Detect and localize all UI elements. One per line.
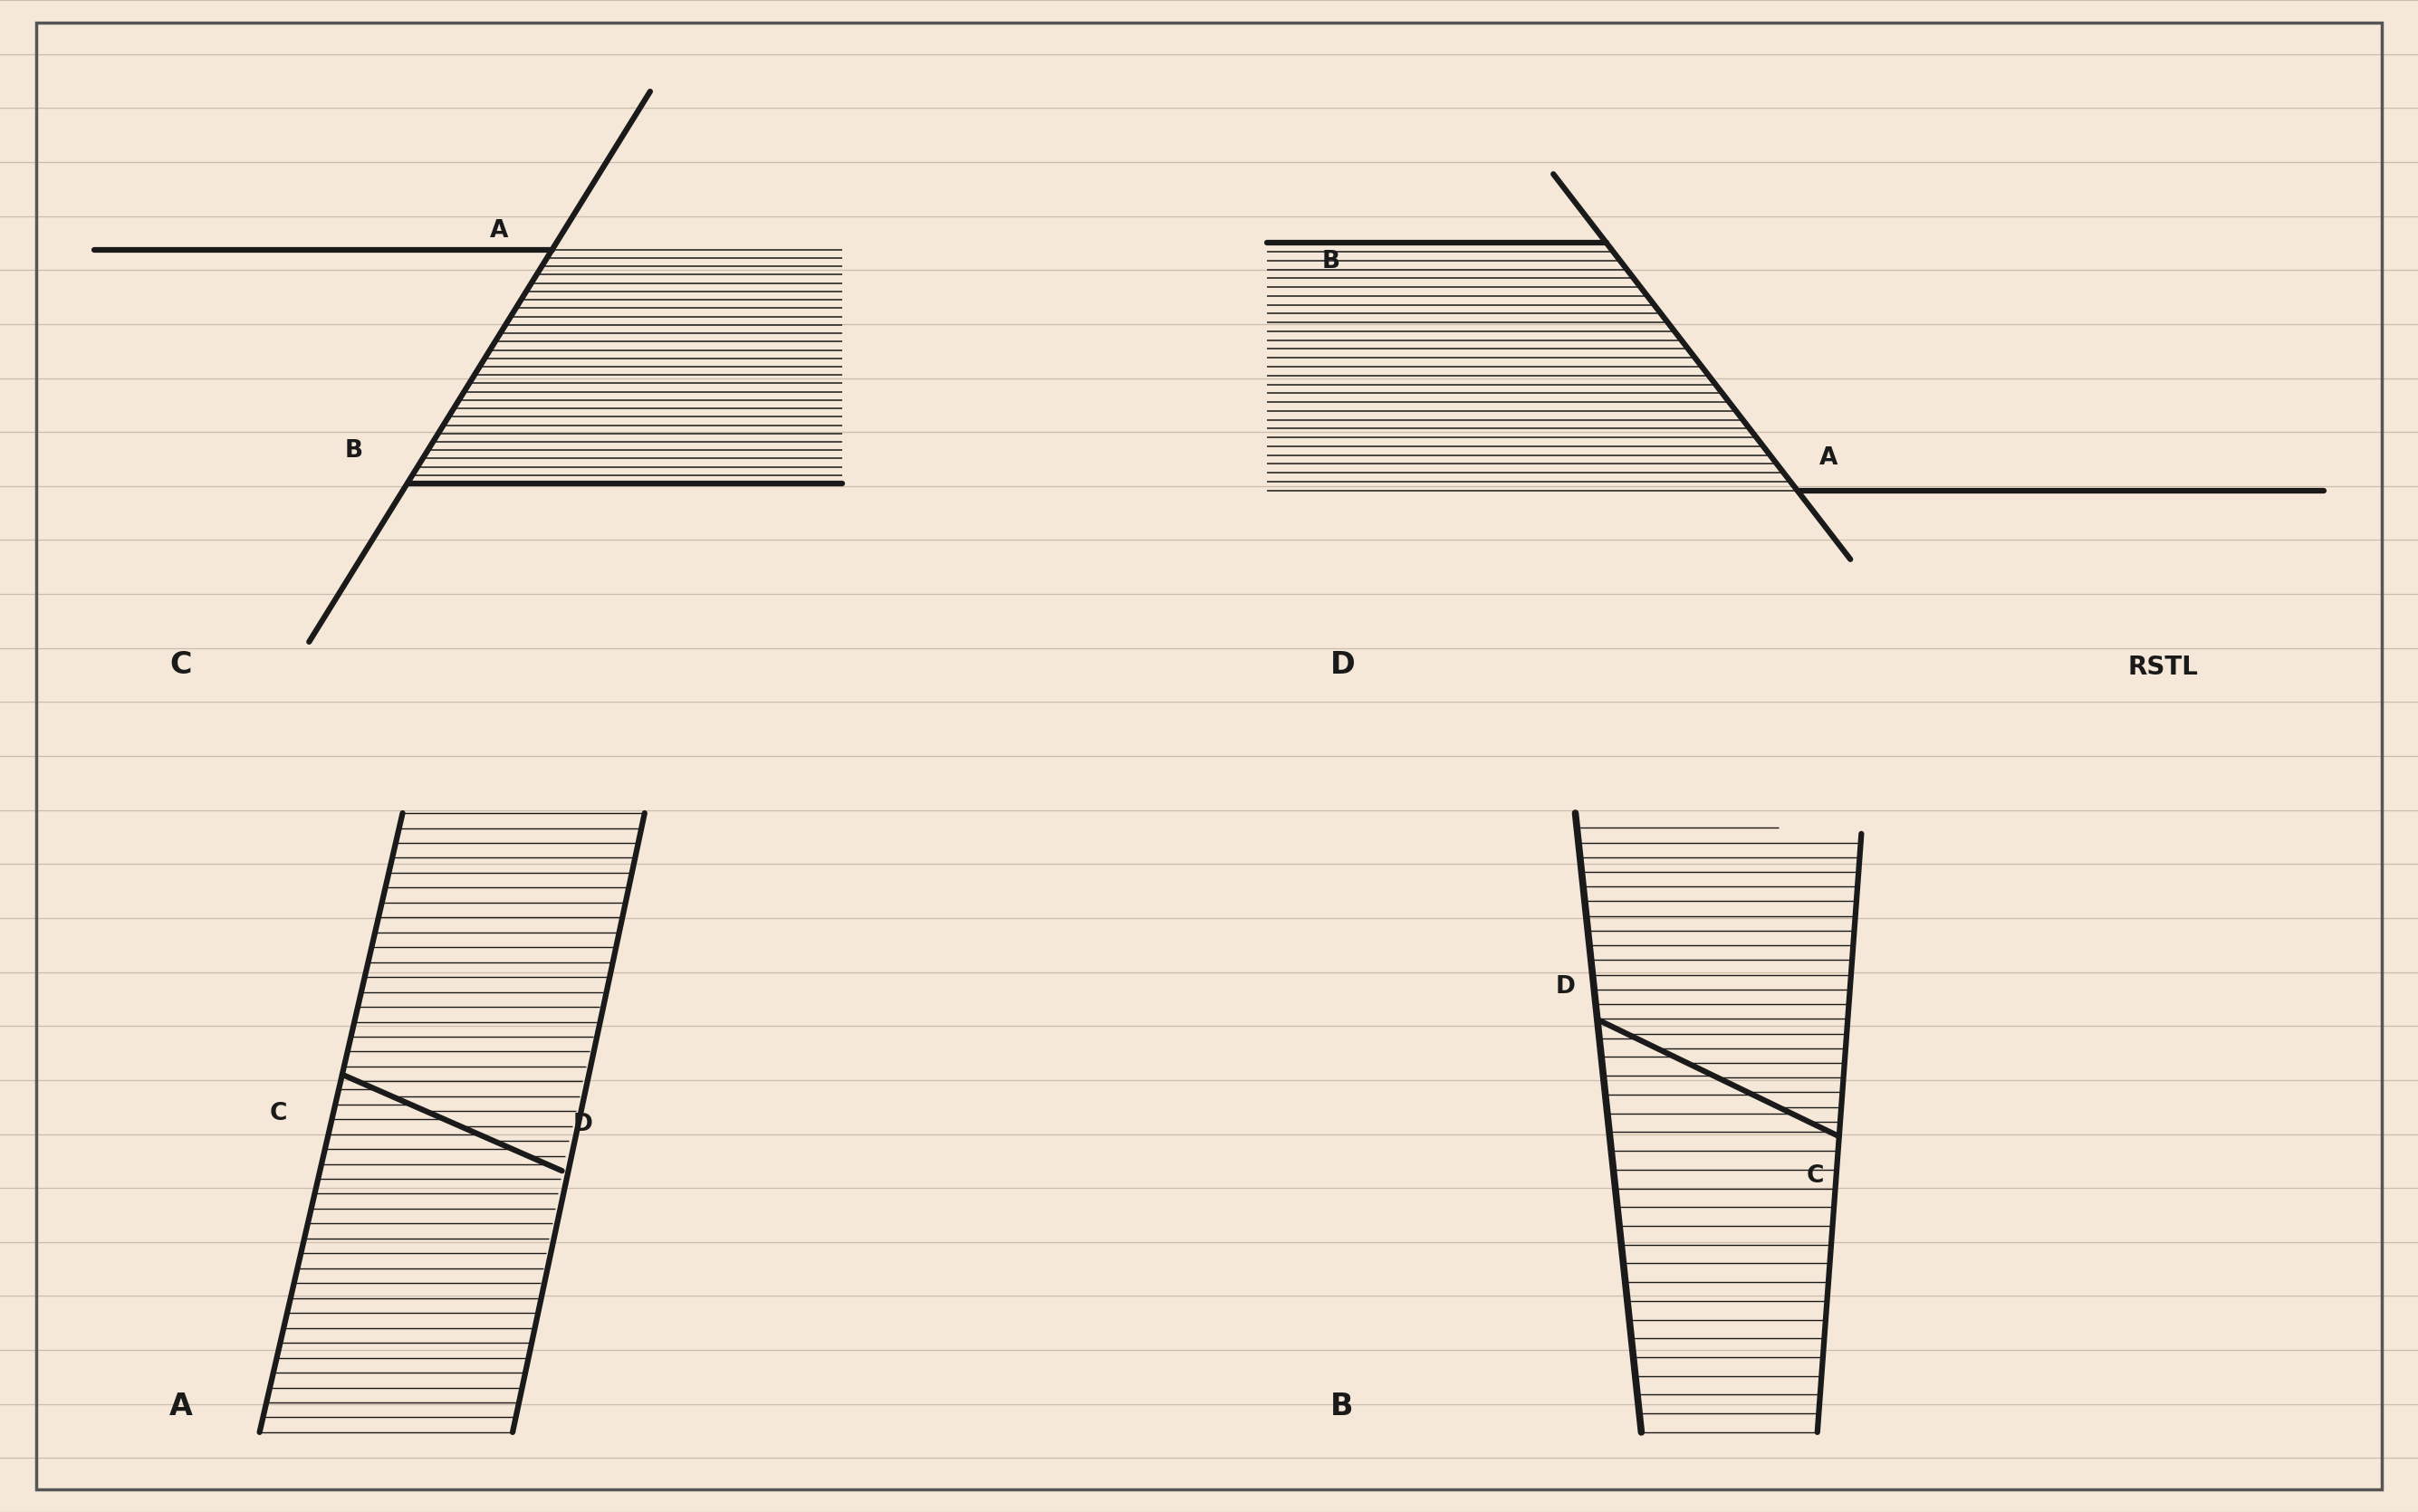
Text: A: A [488, 219, 508, 243]
Text: C: C [169, 650, 191, 680]
Text: D: D [1330, 650, 1354, 680]
Text: D: D [1555, 975, 1577, 999]
Text: RSTL: RSTL [2128, 655, 2198, 680]
Text: A: A [1818, 446, 1838, 470]
Text: C: C [271, 1102, 288, 1125]
Text: A: A [169, 1391, 193, 1421]
Text: B: B [1323, 249, 1340, 274]
Text: B: B [346, 440, 363, 463]
Text: D: D [573, 1113, 592, 1137]
Text: C: C [1806, 1164, 1823, 1187]
Text: B: B [1330, 1391, 1354, 1421]
